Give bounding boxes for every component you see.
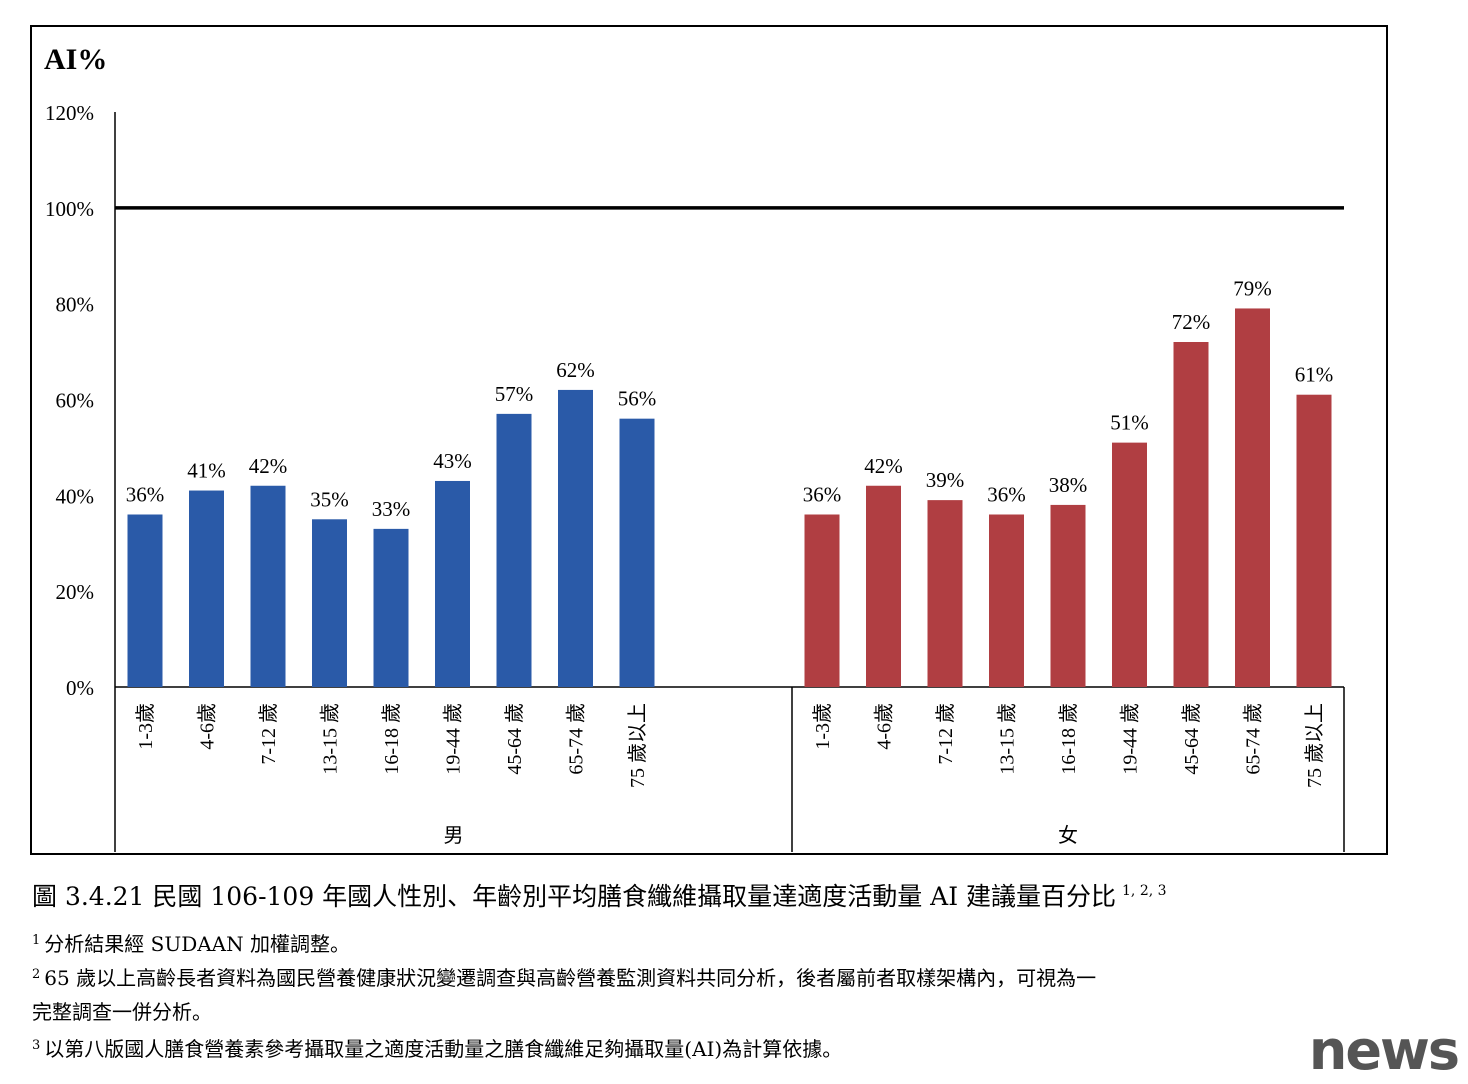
footnote-1: 1 分析結果經 SUDAAN 加權調整。 [32,928,350,957]
figure-caption: 圖 3.4.21 民國 106-109 年國人性別、年齡別平均膳食纖維攝取量達適… [32,877,1167,913]
bar [496,413,532,687]
data-label: 72% [1172,310,1211,334]
x-tick-label: 19-44 歲 [442,703,465,775]
x-tick-label: 1-3歲 [811,703,834,750]
footnote-number: 1 [32,933,41,948]
x-tick-label: 65-74 歲 [565,703,588,775]
bar [127,514,163,687]
x-tick-label: 1-3歲 [134,703,157,750]
x-tick-label: 75 歲以上 [1303,703,1326,788]
footnote-2-continued: 完整調查一併分析。 [32,996,212,1025]
data-label: 43% [433,449,472,473]
data-label: 42% [864,454,903,478]
footnote-text: 以第八版國人膳食營養素參考攝取量之適度活動量之膳食纖維足夠攝取量(AI)為計算依… [44,1037,843,1061]
bar [1112,442,1147,687]
bar [619,418,655,687]
data-label: 36% [126,483,165,507]
data-label: 56% [618,387,657,411]
news-watermark-logo: news [1308,1019,1460,1082]
bar [373,528,409,687]
y-axis-title: AI% [44,43,107,76]
y-tick-label: 100% [45,197,94,221]
bar [1050,504,1086,687]
x-tick-label: 7-12 歲 [257,703,280,765]
footnote-number: 3 [32,1038,41,1053]
group-label: 男 [444,825,464,847]
data-label: 36% [987,483,1026,507]
x-tick-label: 16-18 歲 [1057,703,1080,775]
caption-footnote-refs: 1, 2, 3 [1122,883,1167,899]
group-label: 女 [1058,824,1078,847]
footnote-text: 分析結果經 SUDAAN 加權調整。 [44,932,350,956]
footnote-number: 2 [32,967,41,982]
y-tick-label: 40% [56,484,95,508]
footnote-text: 65 歲以上高齡長者資料為國民營養健康狀況變遷調查與高齡營養監測資料共同分析，後… [44,966,1097,990]
footnote-text: 完整調查一併分析。 [32,1000,212,1024]
bar [804,514,840,687]
data-label: 36% [803,483,842,507]
x-tick-label: 7-12 歲 [934,703,957,765]
chart-frame: AI% 0% 20% 40% 60% 80% 100% 120% 36% 1-3歲 41% 4-6歲 4… [30,25,1388,855]
data-label: 62% [556,358,595,382]
data-label: 33% [372,497,411,521]
y-tick-label: 60% [56,389,95,413]
data-label: 42% [249,454,288,478]
footnote-3: 3 以第八版國人膳食營養素參考攝取量之適度活動量之膳食纖維足夠攝取量(AI)為計算… [32,1033,842,1062]
caption-text: 圖 3.4.21 民國 106-109 年國人性別、年齡別平均膳食纖維攝取量達適… [32,882,1117,911]
bar [1173,342,1209,687]
x-tick-label: 13-15 歲 [319,703,342,775]
data-label: 51% [1110,411,1149,435]
bar [1296,394,1332,687]
x-tick-label: 65-74 歲 [1242,703,1265,775]
x-tick-label: 19-44 歲 [1119,703,1142,775]
bar [435,480,470,687]
bar [312,519,347,687]
data-label: 35% [310,487,349,511]
data-label: 41% [187,459,226,483]
data-label: 57% [495,382,534,406]
data-label: 79% [1233,276,1272,300]
x-tick-label: 45-64 歲 [1180,703,1203,775]
data-label: 38% [1049,473,1088,497]
bar [866,485,901,687]
y-tick-label: 80% [56,293,95,317]
data-label: 39% [926,468,965,492]
bar [927,500,963,687]
bar [189,490,224,687]
bar [1235,308,1270,687]
y-tick-label: 20% [56,580,95,604]
footnote-2: 2 65 歲以上高齡長者資料為國民營養健康狀況變遷調查與高齡營養監測資料共同分析，… [32,962,1096,991]
bar [989,514,1024,687]
x-tick-label: 4-6歲 [196,703,219,750]
data-label: 61% [1295,363,1334,387]
bar [558,389,593,687]
x-tick-label: 16-18 歲 [380,703,403,775]
y-tick-label: 120% [45,101,94,125]
x-tick-label: 13-15 歲 [996,703,1019,775]
bar [250,485,286,687]
bar-chart: AI% 0% 20% 40% 60% 80% 100% 120% 36% 1-3歲 41% 4-6歲 4… [44,43,1345,852]
x-tick-label: 45-64 歲 [503,703,526,775]
y-tick-label: 0% [66,676,94,700]
x-tick-label: 4-6歲 [873,703,896,750]
x-tick-label: 75 歲以上 [626,703,649,788]
